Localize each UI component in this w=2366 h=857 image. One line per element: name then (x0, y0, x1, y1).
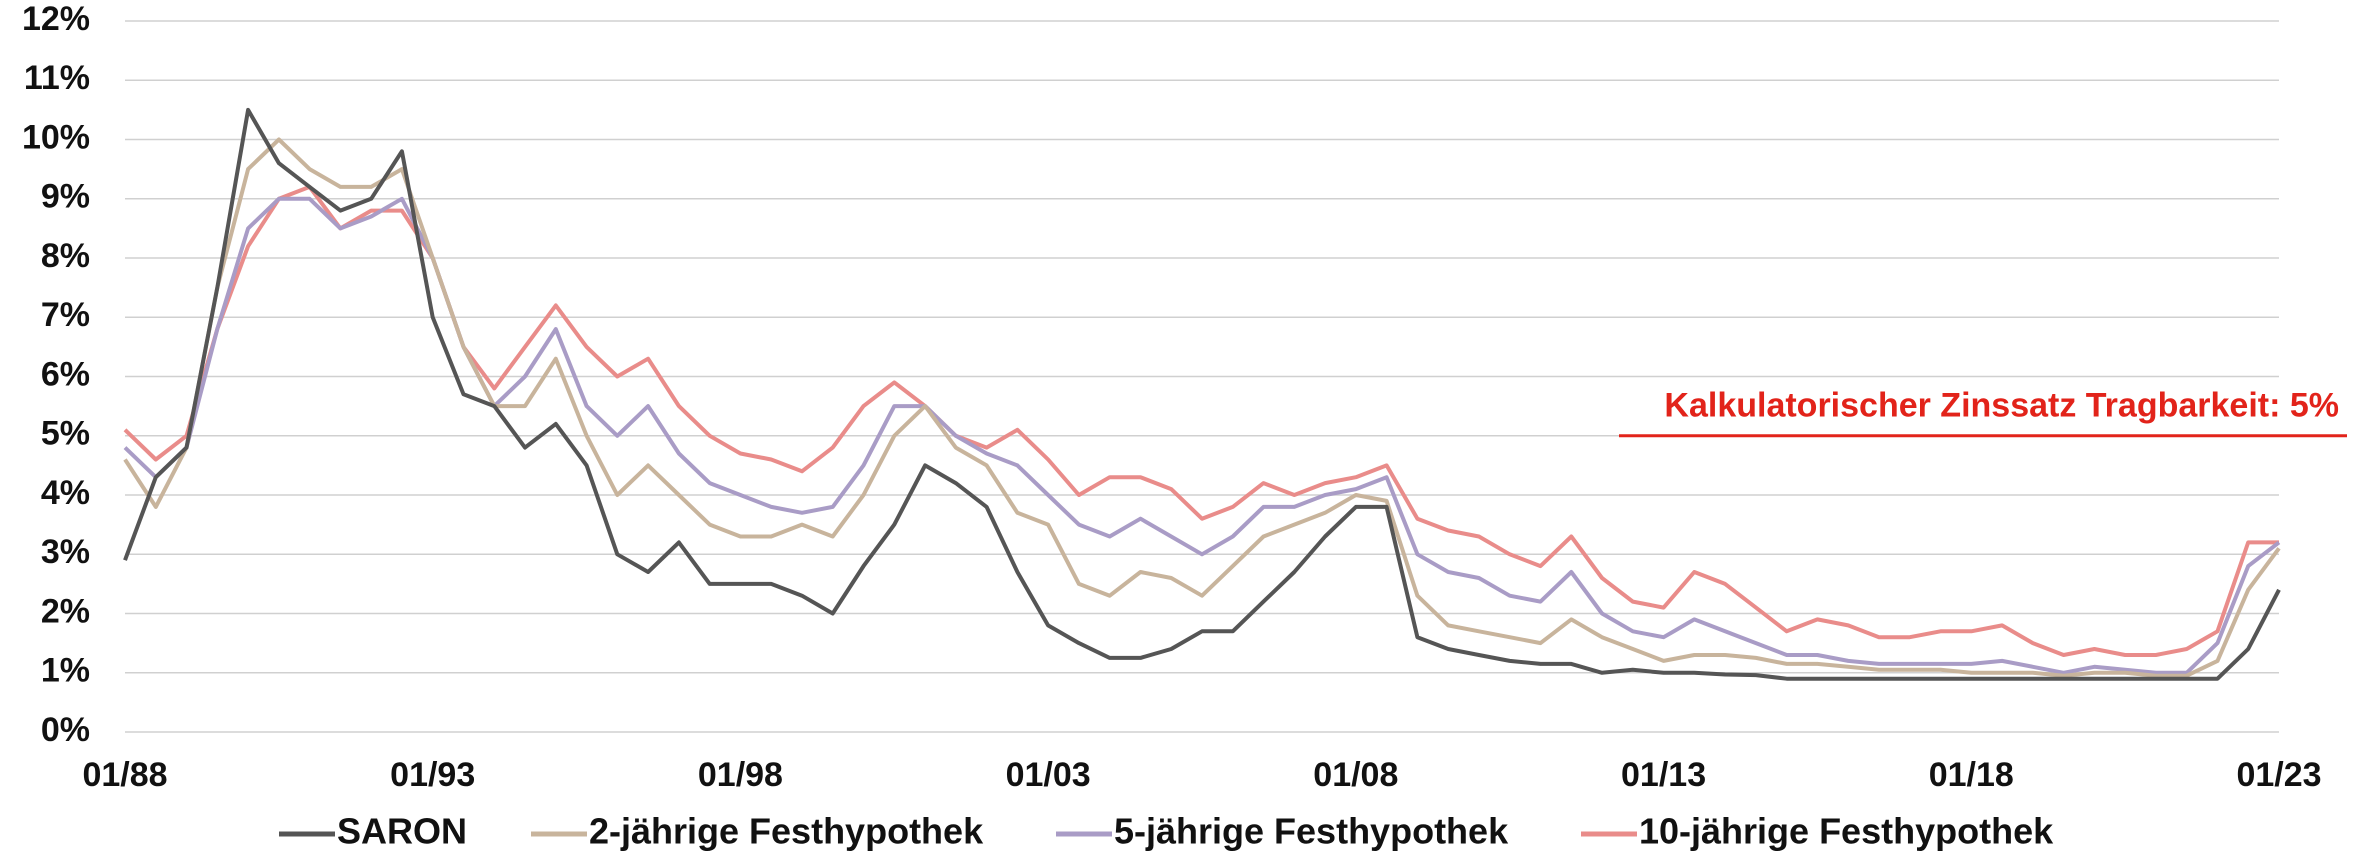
legend-label: 2-jährige Festhypothek (589, 811, 984, 852)
y-tick-label: 3% (41, 533, 90, 571)
y-tick-label: 9% (41, 178, 90, 216)
y-tick-label: 0% (41, 711, 90, 749)
y-tick-label: 8% (41, 237, 90, 275)
legend-label: 10-jährige Festhypothek (1639, 811, 2054, 852)
y-tick-label: 6% (41, 355, 90, 393)
x-tick-label: 01/88 (82, 756, 167, 794)
x-tick-label: 01/08 (1313, 756, 1398, 794)
y-tick-label: 5% (41, 415, 90, 453)
y-tick-label: 11% (24, 59, 90, 97)
y-tick-label: 2% (41, 592, 90, 630)
x-tick-label: 01/23 (2236, 756, 2321, 794)
legend-label: 5-jährige Festhypothek (1114, 811, 1509, 852)
y-tick-label: 4% (41, 474, 90, 512)
y-tick-label: 10% (22, 118, 90, 156)
y-tick-label: 7% (41, 296, 90, 334)
x-tick-label: 01/13 (1621, 756, 1706, 794)
x-tick-label: 01/18 (1929, 756, 2014, 794)
series-line (123, 184, 2279, 657)
x-tick-label: 01/93 (390, 756, 475, 794)
x-tick-label: 01/03 (1006, 756, 1091, 794)
y-tick-label: 12% (22, 0, 90, 38)
y-tick-label: 1% (41, 652, 90, 690)
x-tick-label: 01/98 (698, 756, 783, 794)
annotation-text: Kalkulatorischer Zinssatz Tragbarkeit: 5… (1664, 387, 2339, 425)
series-line (123, 137, 2281, 678)
legend-label: SARON (337, 811, 467, 852)
series-line (123, 107, 2281, 681)
